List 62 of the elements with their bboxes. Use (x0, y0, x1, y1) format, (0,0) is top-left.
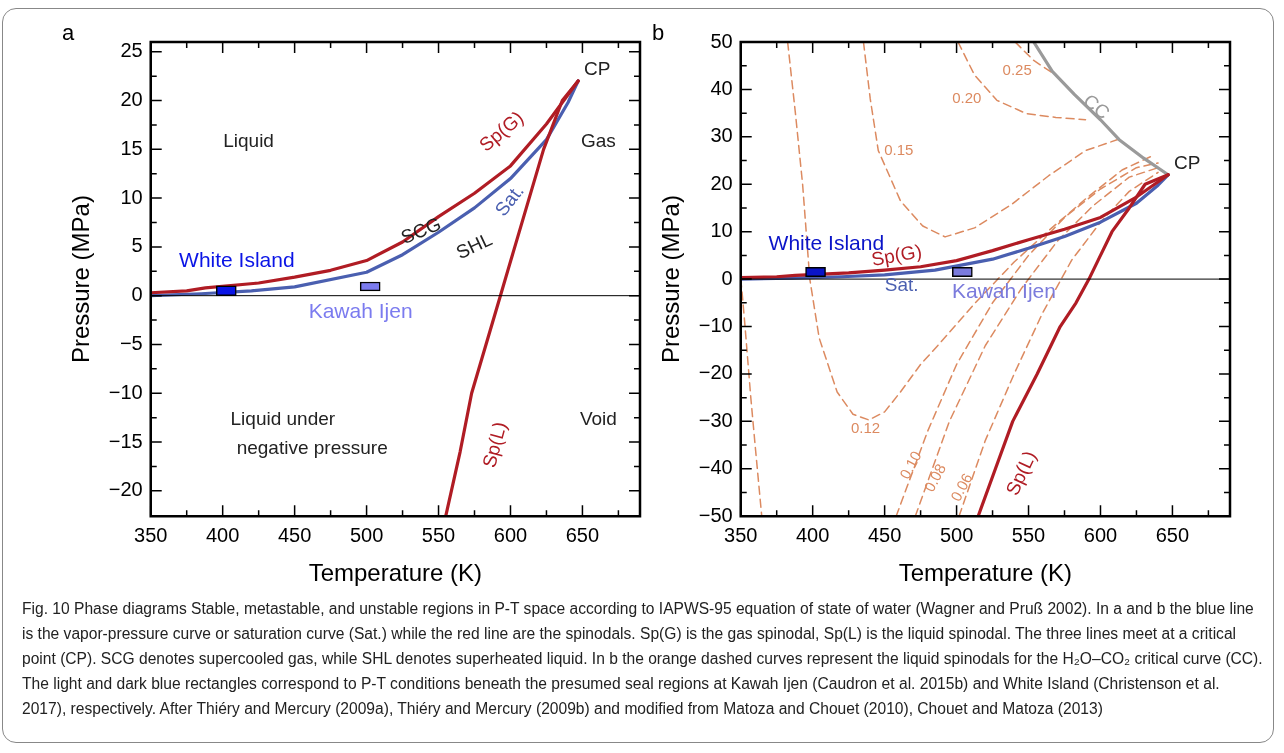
x-tick-label: 500 (939, 523, 974, 546)
x-axis-title: Temperature (K) (308, 559, 483, 587)
x-tick-label: 550 (421, 523, 456, 546)
y-tick-label: 10 (120, 185, 143, 208)
x-tick-label: 650 (1155, 523, 1190, 546)
y-tick-label: 15 (120, 136, 143, 159)
text: Sp(L) (1001, 447, 1041, 499)
y-tick-label: 50 (710, 29, 733, 52)
y-tick-label: −10 (108, 380, 143, 403)
y-tick-label: −40 (698, 456, 733, 479)
series-label: Kawah Ijen (952, 278, 1056, 302)
y-tick-label: −10 (698, 314, 733, 337)
annotation: SHL (452, 228, 496, 264)
series-label: White Island (179, 247, 295, 271)
y-tick-label: 40 (710, 76, 733, 99)
text: Sp(L) (478, 419, 511, 470)
y-tick-label: 5 (131, 234, 143, 257)
annotation: CP (1174, 151, 1201, 173)
caption: Fig. 10 Phase diagrams Stable, metastable, and unstable regions in P-T space according to IAPWS-95 equation of state of water (Wagner and Pruß 2002). In a and b the blue line is the vapor-pressure curve or saturation curve (Sat.) while the red line are the spinodals. Sp(G) is the gas spinodal, Sp(L) is the liquid spinodal. The three lines meet at a critical point (CP). SCG denotes supercooled gas, while SHL denotes superheated liquid. In b the orange dashed curves represent the liquid spinodals for the H₂O–CO₂ critical curve (CC). The light and dark blue rectangles correspond to P-T conditions beneath the presumed seal regions at Kawah Ijen (Caudron et al. 2015b) and White Island (Christenson et al. 2017), respectively. After Thiéry and Mercury (2009a), Thiéry and Mercury (2009b) and modified from Matoza and Chouet (2010), Chouet and Matoza (2013) (22, 599, 1264, 719)
y-tick-label: −30 (698, 408, 733, 431)
y-tick-label: −5 (119, 331, 143, 354)
y-tick-label: 0 (721, 266, 733, 289)
annotation: Liquid under (230, 407, 336, 429)
y-tick-label: 20 (710, 171, 733, 194)
series-label: 0.25 (1002, 60, 1032, 78)
x-axis-title: Temperature (K) (898, 559, 1073, 587)
x-tick-label: 450 (277, 523, 312, 546)
y-tick-label: 20 (120, 88, 143, 111)
text: Sat. (490, 180, 529, 220)
chart-title: b (652, 20, 665, 46)
y-tick-label: −20 (108, 478, 143, 501)
annotation: Liquid (223, 129, 274, 151)
series-label: 0.15 (884, 140, 914, 158)
x-tick-label: 550 (1011, 523, 1046, 546)
series-label: 0.12 (850, 418, 881, 436)
x-tick-label: 600 (1083, 523, 1118, 546)
chart-title: a (62, 20, 75, 46)
x-tick-label: 350 (724, 523, 758, 546)
annotation: CP (584, 57, 611, 79)
y-tick-label: −15 (108, 429, 143, 452)
y-axis-title: Pressure (MPa) (657, 195, 685, 364)
y-tick-label: 30 (710, 124, 733, 147)
x-tick-label: 500 (349, 523, 384, 546)
x-tick-label: 400 (205, 523, 240, 546)
y-tick-label: 10 (710, 219, 733, 242)
y-tick-label: −50 (698, 503, 733, 526)
y-tick-label: 25 (120, 39, 143, 62)
x-tick-label: 600 (493, 523, 528, 546)
x-tick-label: 350 (134, 523, 168, 546)
annotation: negative pressure (236, 437, 388, 459)
x-tick-label: 400 (795, 523, 830, 546)
y-axis-title: Pressure (MPa) (67, 195, 95, 364)
y-tick-label: −20 (698, 361, 733, 384)
x-tick-label: 450 (867, 523, 902, 546)
y-tick-label: 0 (131, 283, 143, 306)
series-label: Kawah Ijen (308, 299, 413, 323)
x-tick-label: 650 (565, 523, 600, 546)
annotation: Void (579, 407, 617, 429)
annotation: Gas (580, 129, 616, 151)
annotation: SCG (397, 213, 444, 248)
series-label: Sat. (884, 273, 919, 295)
series-label: 0.20 (952, 88, 982, 106)
